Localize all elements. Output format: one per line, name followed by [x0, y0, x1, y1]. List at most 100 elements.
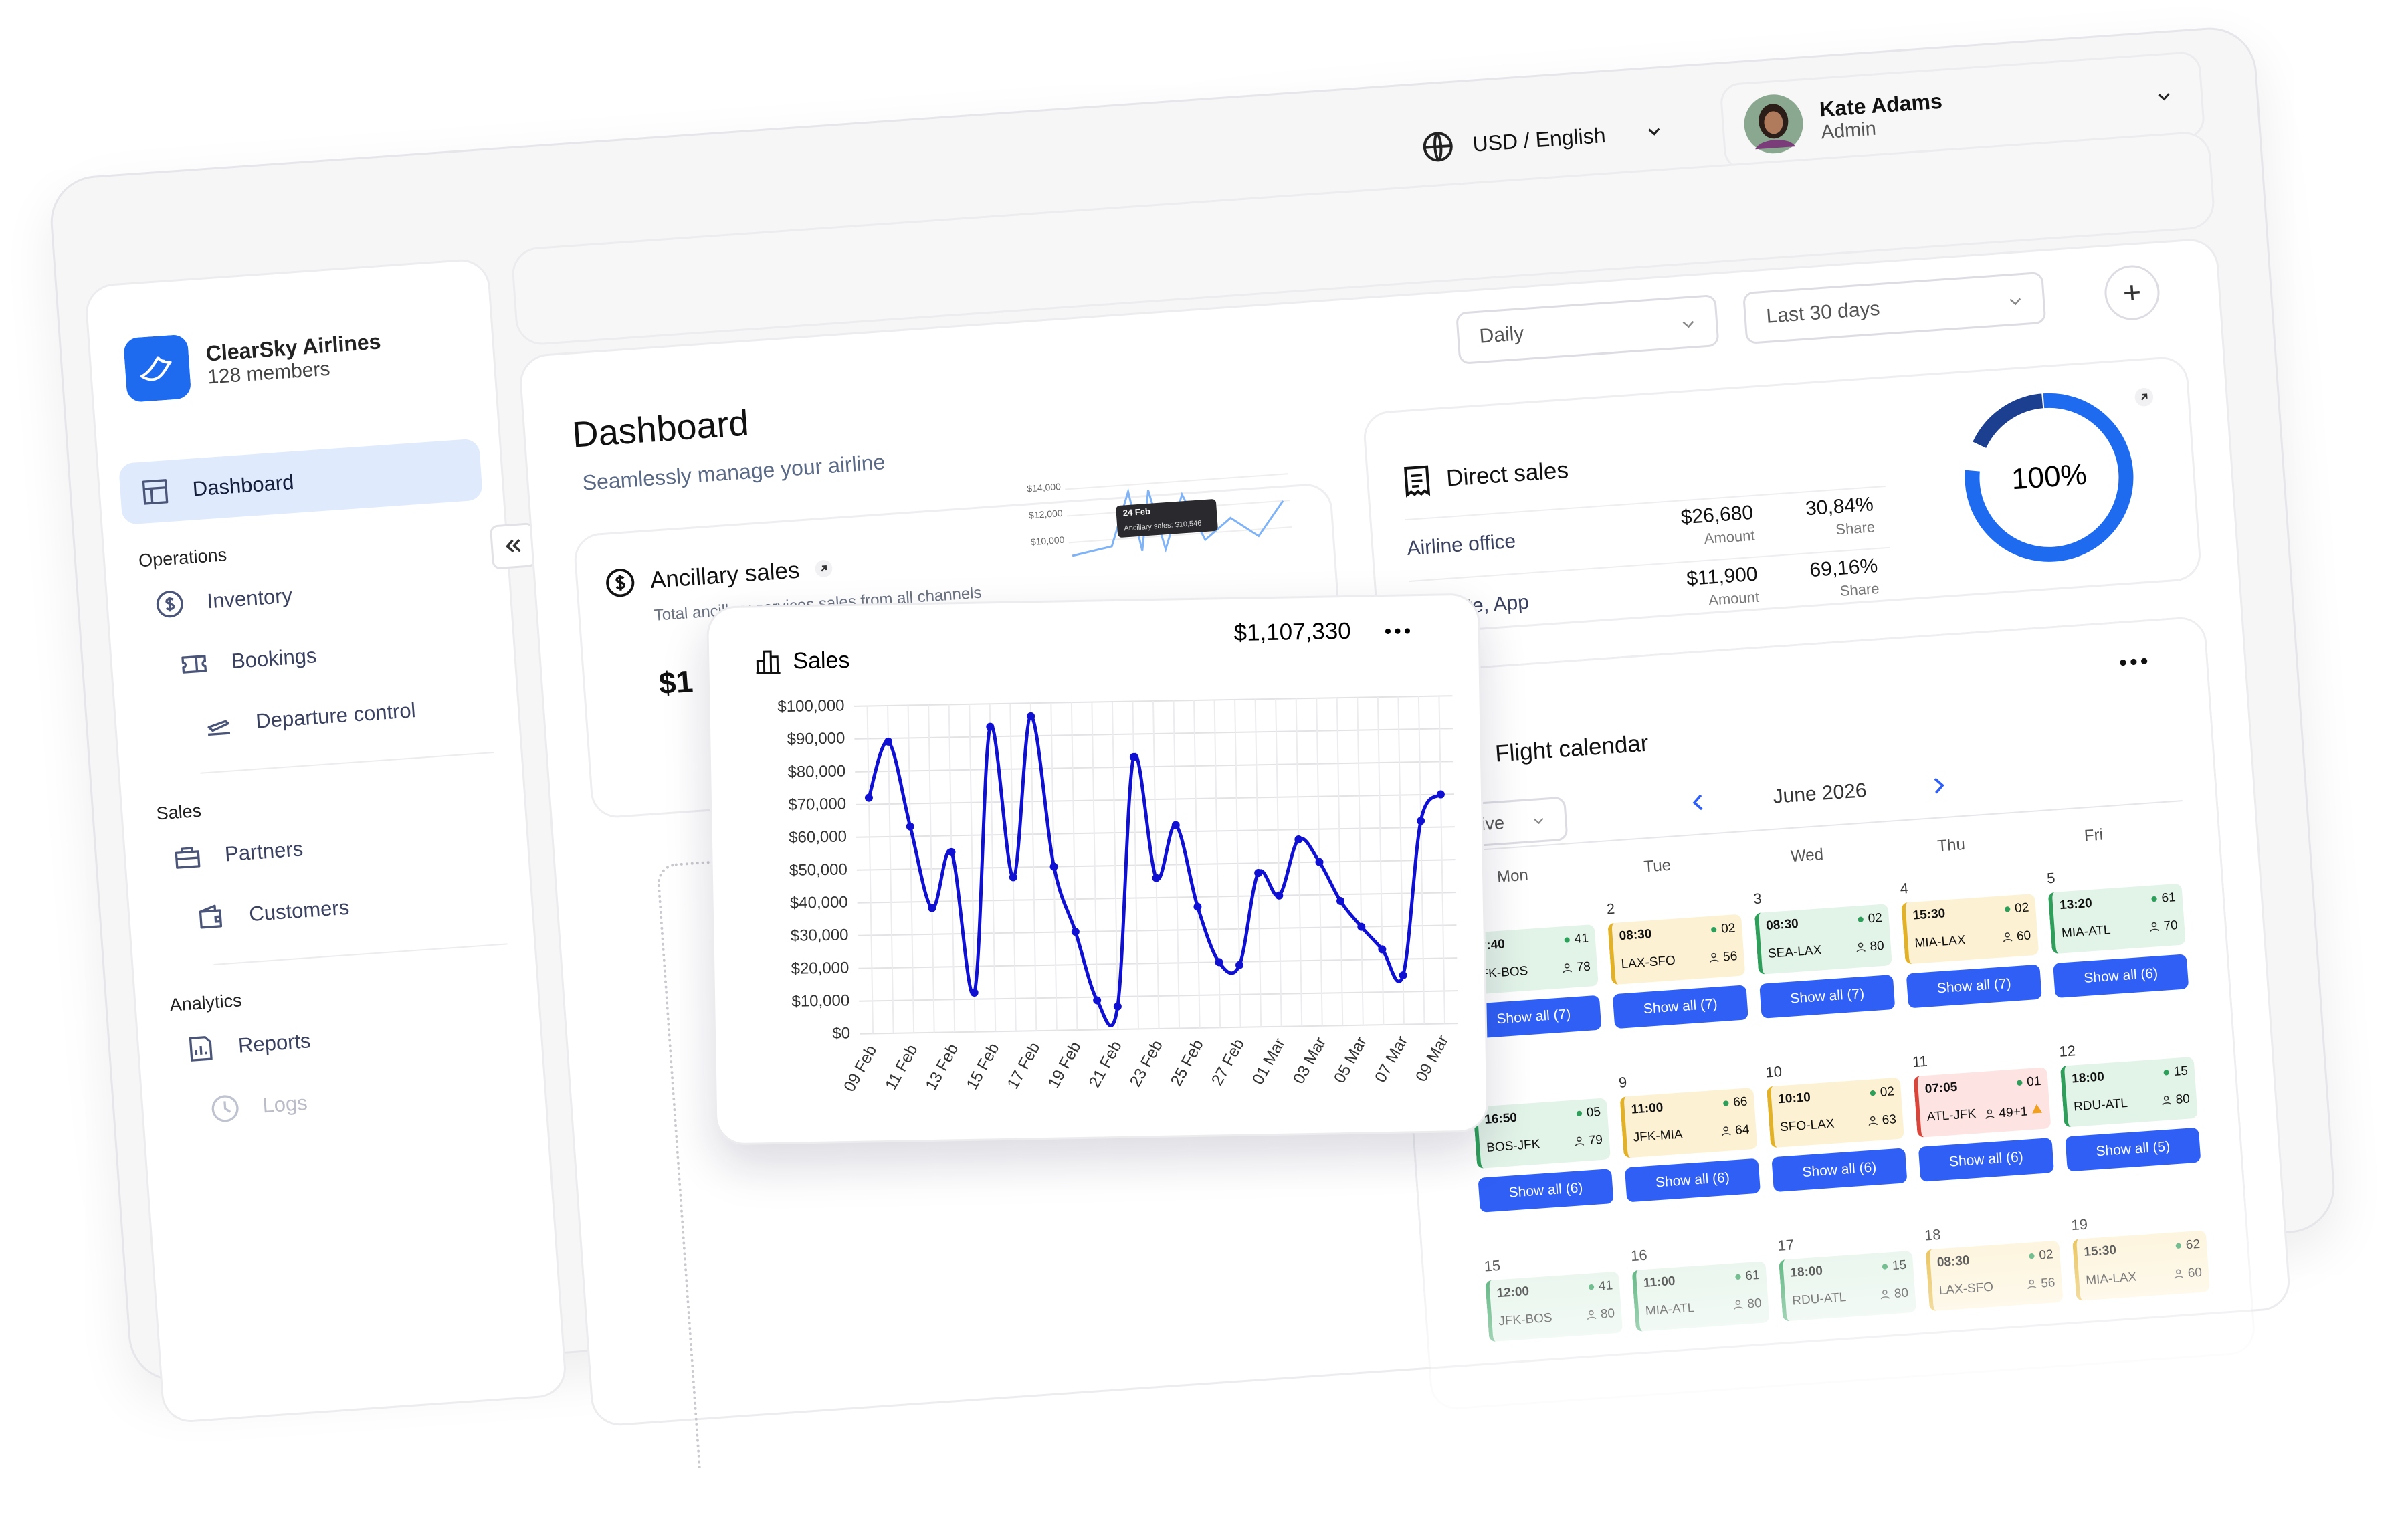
flight[interactable]: 16:50 ● 05 BOS-JFK 79 — [1473, 1098, 1611, 1169]
flight[interactable]: 13:40 ● 41 JFK-BOS 78 — [1460, 924, 1599, 995]
day-number: 9 — [1618, 1074, 1628, 1091]
locale-selector[interactable]: USD / English — [1421, 115, 1666, 164]
open-icon[interactable] — [2133, 387, 2154, 408]
flight-route: RDU-ATL — [1791, 1290, 1847, 1308]
chart-header — [756, 650, 781, 674]
show-all-button[interactable]: Show all (6) — [1624, 1158, 1761, 1203]
flight[interactable]: 18:00 ● 15 RDU-ATL 80 — [2060, 1056, 2198, 1128]
day-cell: 3 08:30 ● 02 SEA-LAX 80 Show all (7) — [1752, 881, 1897, 1050]
grid-line-vertical — [1213, 700, 1221, 1028]
flight[interactable]: 15:30 ● 62 MIA-LAX 60 — [2072, 1230, 2210, 1301]
day-number: 10 — [1765, 1062, 1783, 1081]
nav-item[interactable]: Inventory — [106, 550, 511, 639]
show-all-button[interactable]: Show all (7) — [1906, 964, 2042, 1009]
pax: 70 — [2148, 918, 2179, 935]
y-tick-label: $80,000 — [787, 762, 845, 781]
data-point — [1399, 971, 1407, 980]
seats: ● 15 — [2162, 1064, 2188, 1081]
locale: USD / English — [1472, 122, 1607, 157]
nav-item[interactable]: Bookings — [110, 611, 515, 701]
pax-icon — [1985, 1109, 1995, 1119]
prev-month[interactable] — [1686, 789, 1711, 815]
flight[interactable]: 18:00 ● 15 RDU-ATL 80 — [1779, 1250, 1917, 1322]
nav-item[interactable]: Logs — [142, 1055, 546, 1145]
x-tick-label: 15 Feb — [963, 1040, 1003, 1092]
y-tick-label: $20,000 — [791, 959, 849, 978]
x-tick-label: 19 Feb — [1045, 1039, 1085, 1091]
pax: 60 — [2001, 928, 2031, 945]
seats: ● 66 — [1722, 1095, 1748, 1112]
period-select[interactable]: Last 30 days — [1742, 271, 2047, 344]
show-all-button[interactable]: Show all (6) — [1478, 1169, 1614, 1213]
flight[interactable]: 10:10 ● 02 SFO-LAX 63 — [1766, 1077, 1904, 1148]
show-all-button[interactable]: Show all (5) — [2065, 1127, 2201, 1172]
day-number: 3 — [1752, 890, 1763, 908]
collapse-sidebar[interactable] — [489, 522, 537, 570]
flight-time: 07:05 — [1924, 1080, 1959, 1097]
data-point — [1071, 928, 1080, 936]
seats-value: 02 — [1720, 921, 1736, 936]
donut-ring — [1965, 393, 2134, 562]
grid-line-vertical — [1091, 702, 1098, 1030]
share: 69,16% — [1809, 554, 1879, 582]
grid-line-vertical — [1193, 700, 1201, 1028]
nav-label: Dashboard — [191, 470, 295, 501]
select-value: Last 30 days — [1765, 297, 1881, 328]
nav-item[interactable]: Customers — [128, 864, 533, 954]
day-number: 19 — [2070, 1215, 2088, 1234]
mini-tick-label: $10,000 — [1030, 534, 1065, 548]
more-menu[interactable]: ••• — [1384, 620, 1413, 643]
flight[interactable]: 11:00 ● 61 MIA-ATL 80 — [1631, 1261, 1770, 1332]
x-tick-label: 05 Mar — [1330, 1034, 1371, 1086]
grid-line-vertical — [1357, 697, 1364, 1025]
nav-item[interactable]: Reports — [137, 994, 542, 1084]
flight[interactable]: 08:30 ● 02 LAX-SFO 56 — [1607, 914, 1746, 985]
show-all-button[interactable]: Show all (6) — [1918, 1137, 2054, 1182]
chevron — [1682, 320, 1694, 328]
flight[interactable]: 07:05 ● 01 ATL-JFK 49+1 — [1913, 1067, 2051, 1138]
flight-route: SEA-LAX — [1767, 943, 1822, 961]
flight[interactable]: 12:00 ● 41 JFK-BOS 80 — [1485, 1271, 1623, 1342]
sidebar: ClearSky Airlines 128 members Dashboard O… — [84, 257, 568, 1424]
open-icon[interactable] — [813, 559, 833, 579]
pax: 79 — [1573, 1133, 1603, 1150]
nav-item[interactable]: Partners — [124, 803, 528, 892]
seat-dot: ● — [2150, 891, 2163, 906]
x-tick-label: 13 Feb — [922, 1041, 963, 1093]
add-button[interactable] — [2102, 263, 2162, 322]
pax-icon — [1587, 1310, 1596, 1320]
seats: ● 02 — [1868, 1084, 1894, 1101]
chevron — [1533, 817, 1544, 825]
flight[interactable]: 13:20 ● 61 MIA-ATL 70 — [2047, 883, 2186, 954]
flight[interactable]: 15:30 ● 02 MIA-LAX 60 — [1901, 893, 2039, 965]
flight[interactable]: 08:30 ● 02 SEA-LAX 80 — [1754, 904, 1892, 975]
more-menu[interactable]: ••• — [2118, 647, 2152, 676]
granularity-select[interactable]: Daily — [1456, 294, 1720, 365]
view-select[interactable]: Active — [1431, 796, 1569, 850]
seats-value: 62 — [2185, 1237, 2201, 1253]
sales-line — [867, 714, 1442, 1027]
user-menu[interactable]: Kate Adams Admin — [1719, 50, 2206, 171]
show-all-button[interactable]: Show all (6) — [1771, 1148, 1908, 1193]
data-point — [928, 904, 936, 912]
nav-item[interactable]: Departure control — [115, 673, 520, 763]
amount: $26,680 — [1680, 501, 1754, 529]
flight[interactable]: 11:00 ● 66 JFK-MIA 64 — [1619, 1087, 1758, 1158]
next-month[interactable] — [1926, 773, 1951, 798]
show-all-button[interactable]: Show all (7) — [1759, 974, 1896, 1019]
data-point — [1093, 996, 1102, 1005]
x-tick-label: 23 Feb — [1126, 1037, 1167, 1090]
grid-line-vertical — [1070, 702, 1078, 1031]
org-text: ClearSky Airlines 128 members — [205, 329, 383, 389]
nav-item[interactable]: Dashboard — [118, 438, 484, 525]
share-donut: 100% — [1965, 393, 2134, 562]
day-cell: 12 18:00 ● 15 RDU-ATL 80 Show all (5) — [2059, 1034, 2203, 1203]
flight[interactable]: 08:30 ● 02 LAX-SFO 56 — [1925, 1240, 2064, 1312]
seat-dot: ● — [1856, 912, 1869, 927]
show-all-button[interactable]: Show all (6) — [2053, 954, 2189, 999]
screen: USD / English Kate Adams Admin ClearSky … — [47, 24, 2338, 1468]
pax-value: 64 — [1734, 1122, 1750, 1138]
day-cell: 11 07:05 ● 01 ATL-JFK 49+1 Show all (6) — [1912, 1044, 2056, 1213]
seats-value: 02 — [2038, 1247, 2054, 1263]
show-all-button[interactable]: Show all (7) — [1612, 985, 1748, 1029]
